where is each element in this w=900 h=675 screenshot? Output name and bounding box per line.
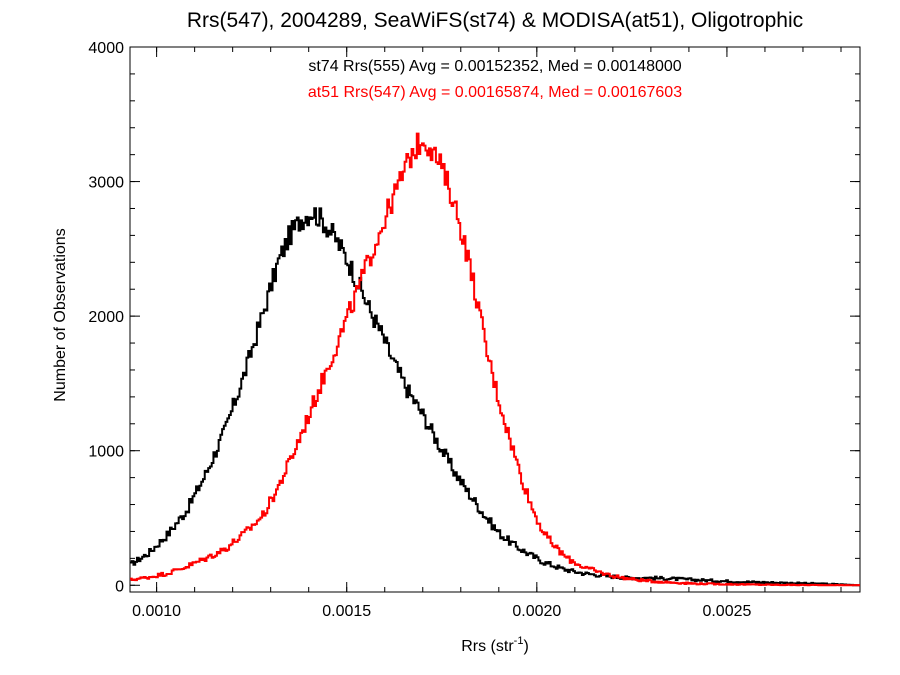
annotation-at51: at51 Rrs(547) Avg = 0.00165874, Med = 0.… bbox=[308, 84, 682, 101]
plot-frame bbox=[129, 46, 861, 593]
series-line-at51 bbox=[130, 132, 860, 587]
annotation-st74: st74 Rrs(555) Avg = 0.00152352, Med = 0.… bbox=[308, 58, 681, 75]
x-tick-label: 0.0020 bbox=[512, 603, 561, 620]
x-tick-label: 0.0025 bbox=[702, 603, 751, 620]
series-layer bbox=[130, 132, 860, 587]
x-axis-label-superscript: -1 bbox=[514, 635, 524, 647]
x-axis-label: Rrs (str-1) bbox=[461, 635, 529, 655]
x-axis-label-end: ) bbox=[523, 638, 528, 655]
y-axis: 0 1000 2000 3000 4000 bbox=[88, 40, 860, 595]
x-tick-label: 0.0015 bbox=[322, 603, 371, 620]
y-tick-label: 2000 bbox=[88, 309, 124, 326]
series-line-st74 bbox=[130, 207, 860, 587]
y-tick-label: 1000 bbox=[88, 444, 124, 461]
x-axis-label-main: Rrs (str bbox=[461, 638, 514, 655]
y-tick-label: 0 bbox=[115, 578, 124, 595]
y-tick-label: 4000 bbox=[88, 40, 124, 57]
chart-title: Rrs(547), 2004289, SeaWiFS(st74) & MODIS… bbox=[187, 9, 803, 32]
y-axis-label: Number of Observations bbox=[52, 228, 69, 401]
y-tick-label: 3000 bbox=[88, 175, 124, 192]
x-tick-label: 0.0010 bbox=[132, 603, 181, 620]
x-axis: 0.0010 0.0015 0.0020 0.0025 bbox=[132, 47, 842, 620]
